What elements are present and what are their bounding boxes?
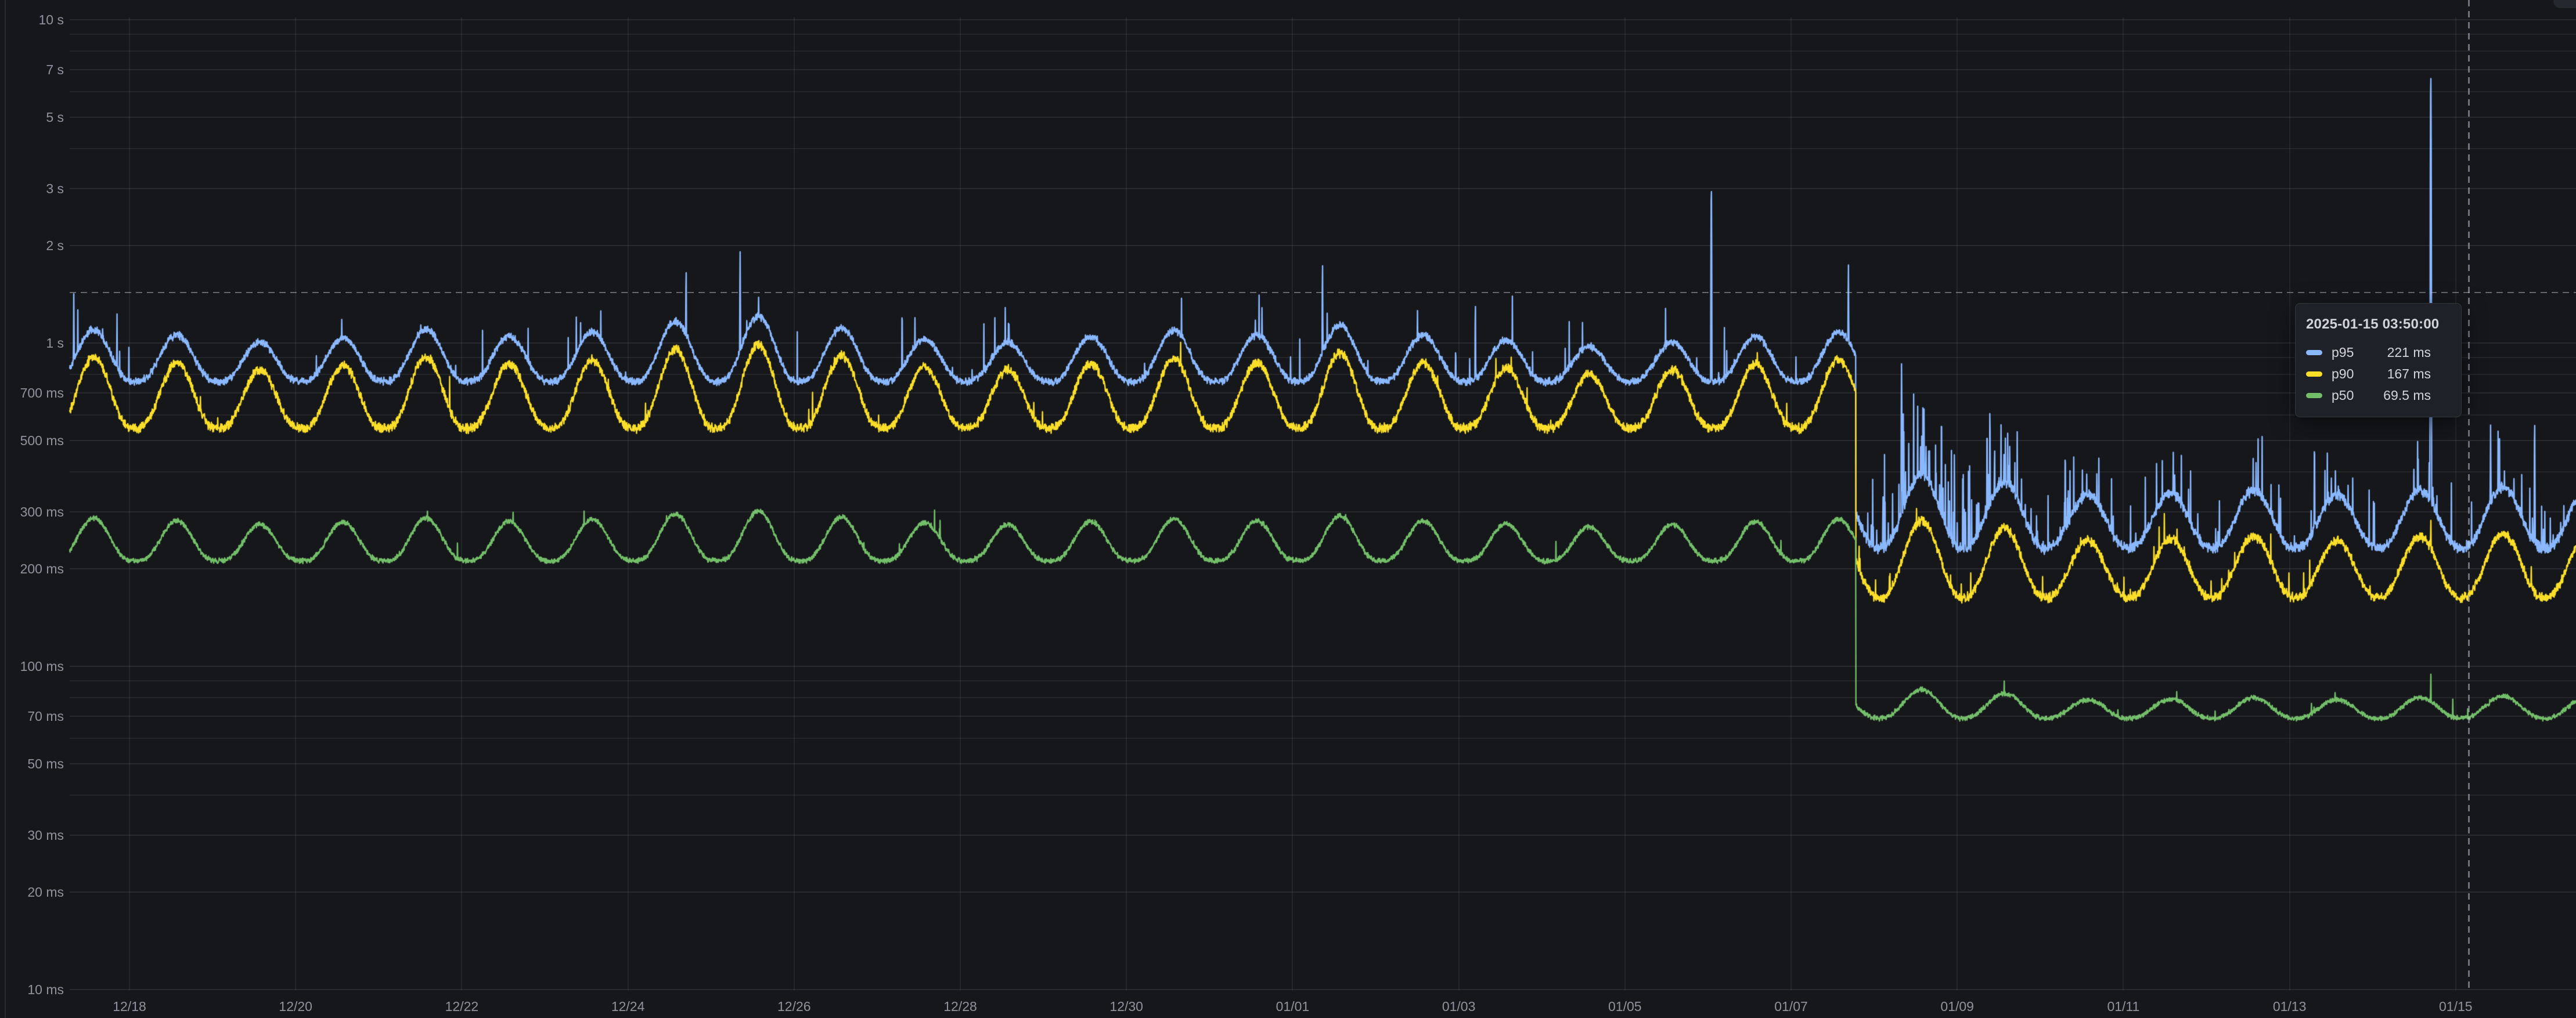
- y-axis-tick-label: 100 ms: [20, 659, 64, 674]
- y-gridline-minor: [70, 373, 2576, 375]
- y-gridline: [70, 439, 2576, 441]
- y-gridline-minor: [70, 357, 2576, 359]
- y-axis-tick-label: 1 s: [46, 335, 64, 351]
- y-gridline: [70, 568, 2576, 570]
- x-gridline: [793, 17, 795, 990]
- y-axis-tick-label: 10 ms: [27, 982, 64, 997]
- x-gridline: [960, 17, 961, 990]
- y-gridline-minor: [70, 471, 2576, 472]
- cursor-y-line: [70, 292, 2576, 294]
- y-gridline: [70, 69, 2576, 71]
- y-axis-tick-label: 30 ms: [27, 828, 64, 843]
- y-gridline: [70, 891, 2576, 893]
- y-gridline-minor: [70, 680, 2576, 682]
- y-gridline: [70, 716, 2576, 717]
- p95-series-color-swatch: [2306, 350, 2322, 355]
- x-axis-tick-label: 01/05: [1608, 999, 1642, 1014]
- tooltip-series-label: p50: [2332, 388, 2354, 403]
- y-axis-tick-label: 700 ms: [20, 385, 64, 401]
- y-gridline-minor: [70, 147, 2576, 149]
- tooltip-row-p95: p95 221 ms: [2306, 342, 2449, 363]
- y-gridline: [70, 392, 2576, 394]
- y-gridline: [70, 245, 2576, 247]
- x-gridline: [1292, 17, 1294, 990]
- x-axis-tick-label: 01/15: [2439, 999, 2473, 1014]
- y-axis-tick-label: 2 s: [46, 238, 64, 254]
- y-axis-tick-label: 200 ms: [20, 561, 64, 577]
- x-axis-tick-label: 12/20: [279, 999, 312, 1014]
- tooltip-series-value: 221 ms: [2387, 345, 2431, 360]
- x-axis-tick-label: 12/22: [445, 999, 479, 1014]
- y-gridline: [70, 19, 2576, 20]
- x-axis-tick-label: 01/13: [2272, 999, 2307, 1014]
- y-axis-tick-label: 500 ms: [20, 432, 64, 448]
- y-axis-tick-label: 7 s: [46, 62, 64, 78]
- x-gridline: [2123, 17, 2124, 990]
- tooltip-timestamp: 2025-01-15 03:50:00: [2306, 316, 2440, 332]
- y-gridline: [70, 511, 2576, 513]
- y-axis-tick-label: 5 s: [46, 109, 64, 125]
- x-gridline: [2455, 17, 2456, 990]
- x-axis-tick-label: 12/24: [611, 999, 645, 1014]
- y-gridline-minor: [70, 91, 2576, 92]
- y-axis-tick-label: 3 s: [46, 181, 64, 197]
- y-axis-tick-label: 50 ms: [27, 756, 64, 771]
- x-gridline: [461, 17, 463, 990]
- y-gridline-minor: [70, 794, 2576, 796]
- x-axis-tick-label: 01/01: [1276, 999, 1310, 1014]
- y-axis-tick-label: 70 ms: [27, 709, 64, 724]
- x-gridline: [1458, 17, 1460, 990]
- tooltip-series-value: 167 ms: [2387, 366, 2431, 381]
- tooltip-series-label: p95: [2332, 345, 2354, 360]
- x-gridline: [2289, 17, 2290, 990]
- y-gridline: [70, 989, 2576, 990]
- y-gridline-minor: [70, 414, 2576, 416]
- tooltip-series-label: p90: [2332, 366, 2354, 381]
- x-gridline: [1790, 17, 1792, 990]
- scrollbar-corner[interactable]: [2553, 0, 2576, 8]
- x-gridline: [1957, 17, 1958, 990]
- x-axis-tick-label: 12/18: [113, 999, 146, 1014]
- y-gridline-minor: [70, 50, 2576, 52]
- y-gridline: [70, 342, 2576, 344]
- x-axis-tick-label: 12/26: [777, 999, 811, 1014]
- x-gridline: [627, 17, 629, 990]
- y-gridline: [70, 835, 2576, 836]
- y-gridline-minor: [70, 696, 2576, 698]
- tooltip-series-value: 69.5 ms: [2383, 388, 2431, 403]
- x-axis-tick-label: 01/07: [1774, 999, 1808, 1014]
- y-axis-tick-label: 10 s: [38, 12, 64, 27]
- x-gridline: [1126, 17, 1127, 990]
- tooltip: 2025-01-15 03:50:00 p95 221 ms p90 167 m…: [2295, 303, 2462, 417]
- x-gridline: [295, 17, 297, 990]
- y-axis-tick-label: 300 ms: [20, 504, 64, 520]
- x-axis-tick-label: 12/30: [1109, 999, 1143, 1014]
- x-axis-tick-label: 12/28: [943, 999, 977, 1014]
- tooltip-row-p90: p90 167 ms: [2306, 363, 2449, 385]
- x-axis-tick-label: 01/03: [1442, 999, 1476, 1014]
- y-gridline: [70, 763, 2576, 764]
- p90-series-color-swatch: [2306, 371, 2322, 377]
- y-gridline-minor: [70, 737, 2576, 739]
- y-gridline: [70, 666, 2576, 667]
- y-gridline: [70, 116, 2576, 118]
- y-gridline: [70, 188, 2576, 190]
- x-axis-tick-label: 01/09: [1940, 999, 1974, 1014]
- p50-series-color-swatch: [2306, 393, 2322, 398]
- x-axis-tick-label: 01/11: [2107, 999, 2140, 1014]
- y-gridline-minor: [70, 34, 2576, 35]
- cursor-x-line: [2468, 0, 2470, 990]
- x-gridline: [129, 17, 130, 990]
- tooltip-row-p50: p50 69.5 ms: [2306, 385, 2449, 406]
- x-gridline: [1624, 17, 1626, 990]
- y-axis-tick-label: 20 ms: [27, 885, 64, 900]
